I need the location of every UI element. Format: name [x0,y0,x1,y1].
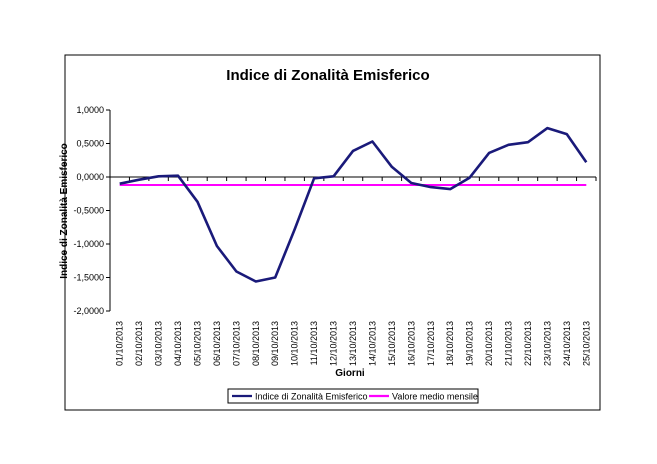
legend-entry-indice: Indice di Zonalità Emisferico [255,392,368,402]
x-tick-label: 10/10/2013 [290,321,300,366]
x-tick-label: 09/10/2013 [270,321,280,366]
chart-frame [64,54,601,411]
y-tick-label: -1,5000 [73,273,104,283]
x-tick-label: 04/10/2013 [173,321,183,366]
x-tick-label: 02/10/2013 [134,321,144,366]
legend: Indice di Zonalità Emisferico Valore medi… [227,388,479,404]
x-tick-label: 14/10/2013 [367,321,377,366]
y-axis-label: Indice di Zonalità Emisferico [59,143,70,279]
y-tick-label: 1,0000 [76,105,104,115]
x-tick-label: 21/10/2013 [504,321,514,366]
x-tick-label: 18/10/2013 [445,321,455,366]
x-tick-label: 08/10/2013 [251,321,261,366]
x-tick-label: 03/10/2013 [154,321,164,366]
x-tick-label: 17/10/2013 [426,321,436,366]
y-tick-label: -0,5000 [73,206,104,216]
y-tick-label: -2,0000 [73,306,104,316]
x-tick-label: 11/10/2013 [309,321,319,365]
legend-box [227,388,479,404]
x-tick-label: 23/10/2013 [542,321,552,366]
x-tick-label: 19/10/2013 [465,321,475,366]
x-tick-label: 06/10/2013 [212,321,222,366]
x-tick-label: 07/10/2013 [231,321,241,366]
x-tick-label: 22/10/2013 [523,321,533,366]
chart-title: Indice di Zonalità Emisferico [226,67,429,84]
x-tick-label: 01/10/2013 [115,321,125,366]
y-tick-label: -1,0000 [73,239,104,249]
x-tick-label: 24/10/2013 [562,321,572,366]
y-tick-label: 0,5000 [76,139,104,149]
plot-area: 1,0000 0,5000 0,0000 -0,5000 -1,0000 -1,5000 -… [73,105,597,366]
x-tick-label: 15/10/2013 [387,321,397,366]
legend-entry-valore-medio: Valore medio mensile [392,392,478,402]
x-axis-label: Giorni [335,368,365,379]
series-line-indice [119,126,588,283]
x-tick-label: 16/10/2013 [406,321,416,366]
x-tick-label: 25/10/2013 [581,321,591,366]
y-tick-label: 0,0000 [76,172,104,182]
x-tick-label: 20/10/2013 [484,321,494,366]
x-tick-label: 05/10/2013 [192,321,202,366]
x-tick-label: 13/10/2013 [348,321,358,366]
x-tick-label: 12/10/2013 [329,321,339,366]
